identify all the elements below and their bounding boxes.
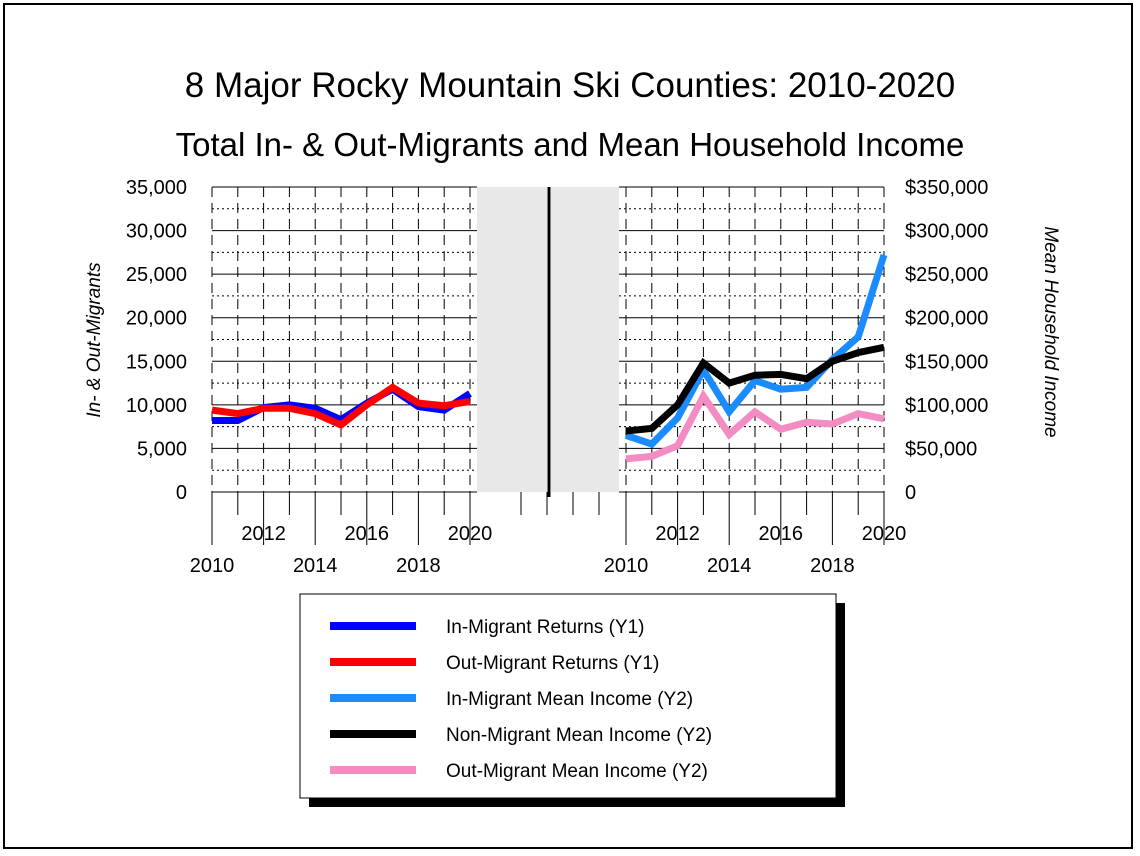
y1-tick-label: 10,000 — [126, 395, 187, 417]
y1-tick-label: 25,000 — [126, 264, 187, 286]
y2-tick-label: $100,000 — [905, 395, 988, 417]
x-tick-label: 2018 — [396, 555, 441, 577]
x-tick-label: 2020 — [862, 523, 907, 545]
y1-tick-label: 20,000 — [126, 308, 187, 330]
gap-band-right — [551, 187, 619, 492]
series-out-migrant-mean-income-y2 — [625, 389, 885, 463]
legend-label: Out-Migrant Returns (Y1) — [446, 653, 659, 674]
y2-tick-label: 0 — [905, 482, 916, 504]
chart-title: 8 Major Rocky Mountain Ski Counties: 201… — [185, 66, 955, 105]
y1-tick-label: 35,000 — [126, 177, 187, 199]
legend-label: In-Migrant Returns (Y1) — [446, 617, 645, 638]
x-tick-label: 2010 — [190, 555, 235, 577]
legend-label: Out-Migrant Mean Income (Y2) — [446, 761, 708, 782]
gap-band-left — [477, 187, 547, 492]
y1-axis-label: In- & Out-Migrants — [84, 262, 105, 418]
y2-tick-label: $200,000 — [905, 308, 988, 330]
y2-axis-label: Mean Household Income — [1040, 226, 1061, 437]
y2-tick-label: $250,000 — [905, 264, 988, 286]
x-tick-label: 2012 — [655, 523, 700, 545]
x-tick-label: 2016 — [759, 523, 804, 545]
y2-tick-label: $300,000 — [905, 221, 988, 243]
y1-tick-label: 0 — [176, 482, 187, 504]
x-tick-label: 2014 — [293, 555, 338, 577]
x-tick-label: 2014 — [707, 555, 752, 577]
series-in-migrant-mean-income-y2 — [624, 253, 888, 449]
legend: In-Migrant Returns (Y1) Out-Migrant Retur… — [330, 617, 712, 782]
series-out-migrant-returns-y1 — [211, 383, 471, 429]
y1-tick-label: 30,000 — [126, 221, 187, 243]
series-non-migrant-mean-income-y2 — [625, 343, 885, 435]
legend-label: Non-Migrant Mean Income (Y2) — [446, 725, 712, 746]
x-tick-label: 2012 — [241, 523, 286, 545]
legend-label: In-Migrant Mean Income (Y2) — [446, 689, 693, 710]
x-tick-label: 2018 — [810, 555, 855, 577]
y1-tick-label: 5,000 — [137, 438, 187, 460]
chart-subtitle: Total In- & Out-Migrants and Mean Househ… — [176, 126, 965, 163]
y2-tick-label: $350,000 — [905, 177, 988, 199]
y2-tick-label: $150,000 — [905, 351, 988, 373]
x-tick-label: 2020 — [448, 523, 493, 545]
x-tick-label: 2016 — [345, 523, 390, 545]
series-layer — [211, 253, 888, 463]
y2-tick-label: $50,000 — [905, 438, 977, 460]
y1-tick-label: 15,000 — [126, 351, 187, 373]
x-tick-label: 2010 — [604, 555, 649, 577]
tick-layer: 35,000 30,000 25,000 20,000 15,000 10,000 5,00… — [126, 177, 989, 577]
